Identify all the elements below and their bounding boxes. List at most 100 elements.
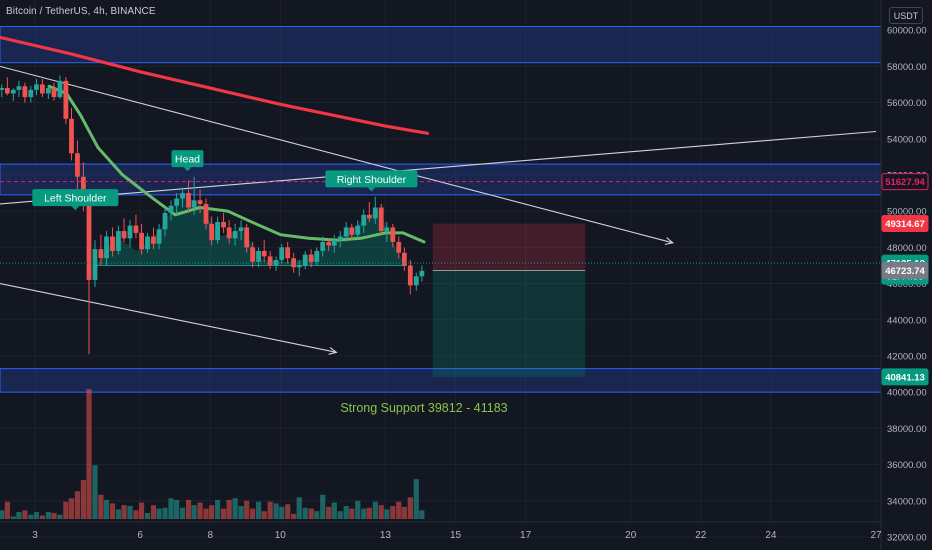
candle-body [156,229,162,244]
volume-bar [33,512,40,519]
pattern-label-box [32,189,119,207]
candle-body [238,227,244,232]
candle-body [244,227,250,248]
candle-body [308,254,314,262]
price-tag-text: 46723.74 [885,266,925,277]
price-tick-label: 32000.00 [887,532,927,543]
candle-body [320,241,326,251]
time-axis[interactable]: 3 6 8 10 13 15 17 20 22 24 27 [0,521,882,541]
price-tag-box [881,261,929,279]
volume-bar [80,480,86,519]
short-position-tool[interactable] [432,223,586,377]
candle-body [127,225,133,239]
volume-bar [68,498,75,519]
volume-bar [343,506,349,519]
volume-bar [191,505,197,519]
volume-bar [86,389,92,519]
candle-body [34,84,39,90]
volume-bar [331,502,337,519]
candle-body [302,254,308,266]
volume-bar [150,505,157,519]
candle-body [221,222,226,228]
candle-body [162,212,168,230]
volume-bar [51,512,57,519]
volume-bar [138,502,145,519]
volume-bar [214,499,221,519]
candle-body [98,249,104,259]
volume-bar [127,506,133,519]
volume-bar [407,497,413,519]
candle-body [10,89,16,94]
pattern-label-box [325,170,418,188]
volume-bar [250,508,256,519]
volume-bar [396,501,402,519]
candle-body [296,265,302,268]
candle-body [267,256,273,266]
price-tick-label: 38000.00 [887,424,927,435]
volume-bar [103,499,110,519]
volume-bar [413,479,419,519]
price-tick-label: 36000.00 [887,460,927,471]
candle-body [0,88,5,90]
candle-body [75,153,80,177]
candle-body [39,84,45,94]
volume-bar [162,507,168,519]
candle-body [291,258,297,268]
volume-bar [232,498,238,519]
volume-bar [238,506,244,519]
time-tick-label: 22 [695,530,707,541]
candle-body [366,214,372,219]
volume-bar [419,510,425,519]
candle-body [4,88,10,94]
candle-body [110,236,115,251]
candle-body [261,250,267,257]
volume-bar [372,501,378,519]
volume-bar [366,507,372,519]
candle-body [226,227,232,239]
price-tick-label: 34000.00 [887,496,927,507]
candle-body [279,247,285,261]
volume-bar [28,514,34,519]
volume-bar [39,515,45,519]
time-tick-label: 17 [520,530,532,541]
position-target-zone [432,270,586,377]
volume-bar [296,497,302,519]
price-tick-label: 60000.00 [887,26,927,37]
candle-body [197,200,203,204]
candle-body [86,203,92,280]
candle-body [314,250,320,262]
candle-body [63,80,69,119]
ma20-line [47,84,426,244]
moving-averages [0,35,430,244]
volume-bar [63,501,69,519]
candle-body [413,276,419,286]
volume-bar [156,508,162,519]
volume-bar [185,499,192,519]
support-annotation-text: Strong Support 39812 - 41183 [340,401,507,415]
time-tick-label: 13 [380,530,392,541]
pattern-label-pointer [367,187,376,192]
candle-body [209,223,215,241]
currency-selector[interactable]: USDT [889,7,923,24]
candle-body [186,193,191,208]
volume-bar [267,501,273,519]
chart-title: Bitcoin / TetherUS, 4h, BINANCE [6,6,156,17]
pattern-labels[interactable]: Left Shoulder Head Right Shoulder [32,150,418,211]
time-tick-label: 15 [450,530,462,541]
pattern-label-pointer [183,167,192,172]
volume-bar [308,508,314,519]
time-tick-label: 6 [137,530,143,541]
price-tag-text: 51627.94 [885,177,925,188]
price-axis[interactable]: 32000.00 34000.00 36000.00 38000.00 40000.00… [880,0,927,550]
price-tick-label: 56000.00 [887,98,927,109]
candle-body [145,236,150,250]
time-tick-label: 24 [765,530,777,541]
price-tick-label: 44000.00 [887,315,927,326]
candle-body [250,247,256,262]
candle-body [51,88,57,98]
volume-bar [273,503,279,519]
ma200-line [0,35,430,135]
price-tags: 51627.9449314.6747125.1801:44:5546723.74… [881,173,929,386]
price-tag-text: 40841.13 [885,372,925,383]
